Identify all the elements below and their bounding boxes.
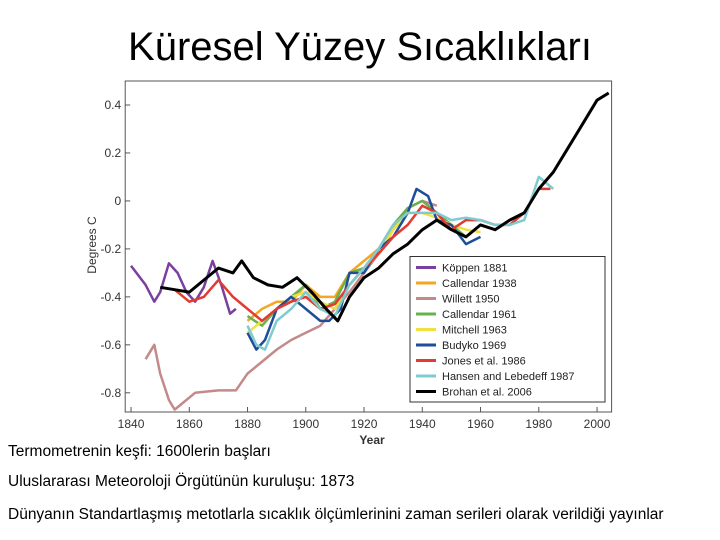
- y-tick-label: -0.4: [101, 290, 122, 304]
- x-tick-label: 1940: [409, 417, 436, 431]
- x-axis-label: Year: [359, 433, 385, 447]
- legend-label: Jones et al. 1986: [442, 356, 526, 368]
- legend-label: Hansen and Lebedeff 1987: [442, 371, 575, 383]
- slide-title: Küresel Yüzey Sıcaklıkları: [128, 25, 592, 69]
- note: Uluslararası Meteoroloji Örgütünün kurul…: [8, 473, 355, 490]
- legend-label: Callendar 1938: [442, 278, 517, 290]
- y-tick-label: 0.2: [105, 146, 122, 160]
- x-tick-label: 1840: [118, 417, 145, 431]
- y-tick-label: -0.2: [101, 242, 122, 256]
- legend-label: Willett 1950: [442, 294, 499, 306]
- x-tick-label: 1920: [351, 417, 378, 431]
- legend-box: [409, 256, 606, 403]
- x-tick-label: 1900: [292, 417, 319, 431]
- y-tick-label: -0.8: [101, 386, 122, 400]
- legend-label: Köppen 1881: [442, 263, 507, 275]
- note: Dünyanın Standartlaşmış metotlarla sıcak…: [8, 506, 664, 523]
- plot-frame: [124, 80, 613, 413]
- y-tick-label: 0: [115, 194, 122, 208]
- legend-label: Callendar 1961: [442, 309, 517, 321]
- x-tick-label: 2000: [584, 417, 611, 431]
- x-tick-label: 1960: [467, 417, 494, 431]
- legend-label: Mitchell 1963: [442, 325, 507, 337]
- y-tick-label: 0.4: [105, 98, 122, 112]
- series-line: [159, 91, 610, 323]
- x-tick-label: 1980: [525, 417, 552, 431]
- y-tick-label: -0.6: [101, 338, 122, 352]
- note: Termometrenin keşfi: 1600lerin başları: [8, 443, 271, 460]
- y-axis-label: Degrees C: [85, 216, 99, 274]
- x-tick-label: 1880: [234, 417, 261, 431]
- legend-label: Budyko 1969: [442, 340, 506, 352]
- legend-label: Brohan et al. 2006: [442, 387, 532, 399]
- x-tick-label: 1860: [176, 417, 203, 431]
